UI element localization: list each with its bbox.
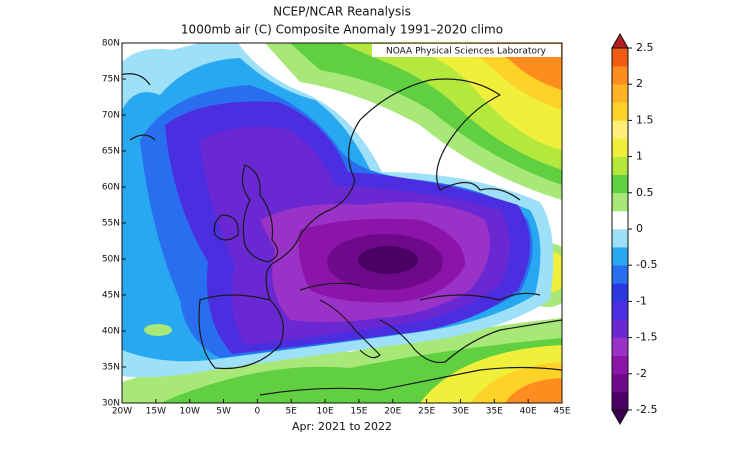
colorbar-bin: [612, 84, 628, 103]
x-label: 30E: [452, 407, 469, 417]
colorbar-bin: [612, 174, 628, 194]
x-label: 40E: [520, 407, 537, 417]
x-label: 15E: [350, 407, 367, 417]
colorbar: 2.5 2 1.5 1 0.5 0 -0.5 -1 -1.5 -2 -2.5: [611, 32, 657, 426]
colorbar-label: 1: [636, 150, 643, 163]
subtitle: 1000mb air (C) Composite Anomaly 1991–20…: [181, 23, 503, 37]
y-label: 45N: [102, 291, 120, 301]
title: NCEP/NCAR Reanalysis: [273, 5, 411, 19]
colorbar-label: -1: [636, 294, 647, 307]
y-label: 40N: [102, 327, 120, 337]
colorbar-label: 0.5: [636, 186, 654, 199]
x-label: 0: [255, 407, 261, 417]
colorbar-bin: [612, 247, 628, 266]
colorbar-bin: [612, 120, 628, 139]
colorbar-bin: [612, 355, 628, 375]
colorbar-bottom-arrow: [611, 409, 629, 426]
y-label: 35N: [102, 363, 120, 373]
y-label: 55N: [102, 219, 120, 229]
colorbar-bin: [612, 373, 628, 393]
map-field: [122, 43, 562, 403]
colorbar-bin: [612, 283, 628, 302]
credit-box: [372, 44, 561, 57]
y-label: 65N: [102, 147, 120, 157]
x-label: 5E: [286, 407, 298, 417]
colorbar-bin: [612, 229, 628, 248]
colorbar-bin: [612, 391, 628, 411]
colorbar-bin: [612, 210, 628, 230]
credit: NOAA Physical Sciences Laboratory: [386, 47, 547, 57]
x-label: 25E: [418, 407, 435, 417]
colorbar-label: 2: [636, 77, 643, 90]
x-label: 35E: [486, 407, 503, 417]
x-label: 5W: [216, 407, 231, 417]
colorbar-label: -2.5: [636, 403, 657, 416]
colorbar-bin: [612, 337, 628, 356]
colorbar-bin: [612, 301, 628, 320]
x-label: 15W: [146, 407, 166, 417]
y-label: 30N: [102, 399, 120, 409]
y-label: 50N: [102, 255, 120, 265]
x-label: 10E: [317, 407, 334, 417]
y-label: 75N: [102, 75, 120, 85]
caption: Apr: 2021 to 2022: [292, 420, 392, 433]
y-label: 80N: [102, 39, 120, 49]
x-label: 10W: [180, 407, 200, 417]
colorbar-bin: [612, 156, 628, 175]
colorbar-bin: [612, 66, 628, 85]
colorbar-top-arrow: [611, 32, 629, 49]
colorbar-bin: [612, 138, 628, 157]
x-label: 20W: [112, 407, 132, 417]
colorbar-label: -2: [636, 367, 647, 380]
colorbar-label: 1.5: [636, 113, 654, 126]
colorbar-bin: [612, 102, 628, 121]
x-label: 20E: [384, 407, 401, 417]
colorbar-label: -0.5: [636, 258, 657, 271]
colorbar-label: 2.5: [636, 41, 654, 54]
colorbar-bin: [612, 319, 628, 338]
y-label: 60N: [102, 183, 120, 193]
colorbar-bin: [612, 192, 628, 212]
colorbar-bin: [612, 265, 628, 284]
x-label: 45E: [553, 407, 570, 417]
colorbar-label: -1.5: [636, 331, 657, 344]
colorbar-bin: [612, 48, 628, 67]
y-label: 70N: [102, 111, 120, 121]
colorbar-label: 0: [636, 222, 643, 235]
